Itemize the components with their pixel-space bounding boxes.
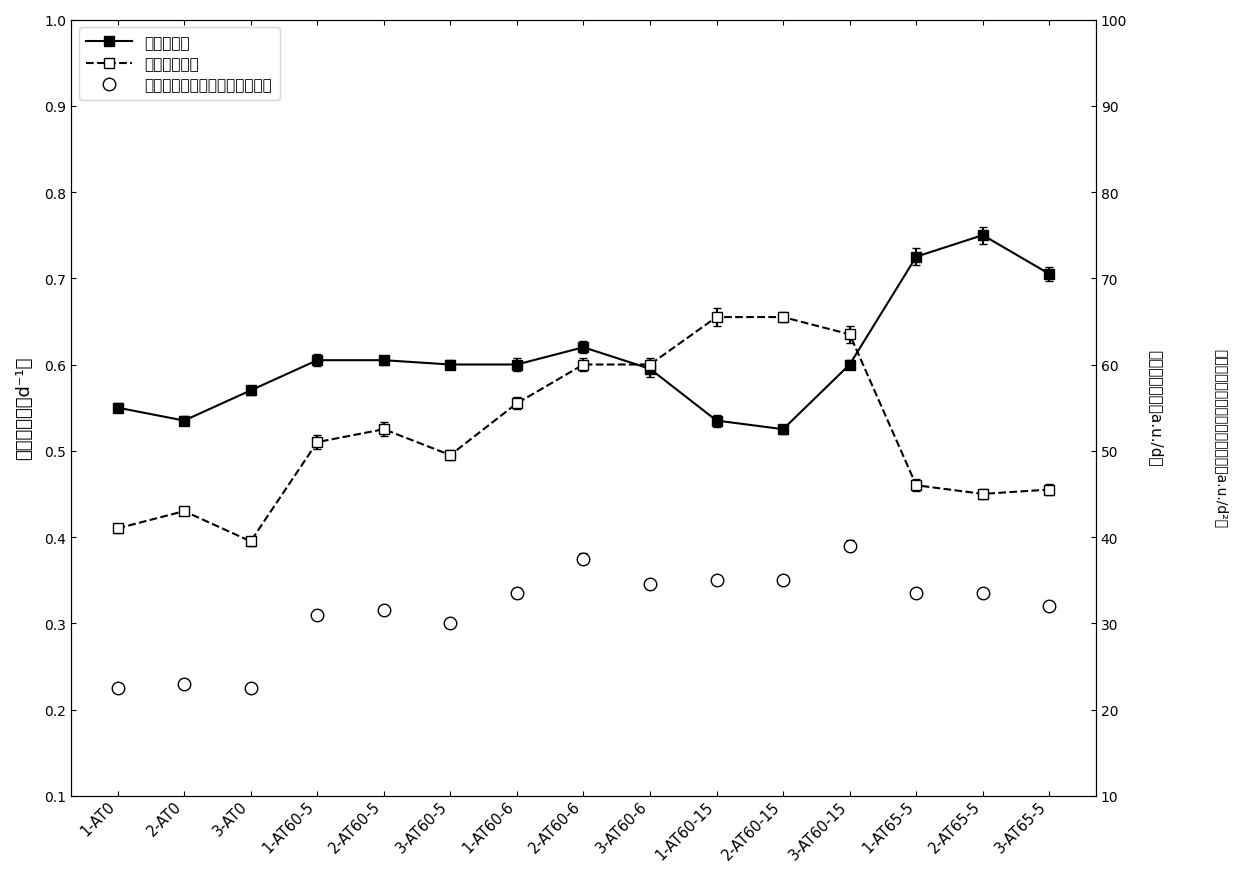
Text: 比生长速率与相对荧光强度乘积（a.u./d²）: 比生长速率与相对荧光强度乘积（a.u./d²）: [1214, 349, 1229, 528]
Y-axis label: 比生长速率（d⁻¹）: 比生长速率（d⁻¹）: [15, 357, 33, 460]
Legend: 比生长速率, 相对荧光强度, 比生长速率与相对荧光强度乘积: 比生长速率, 相对荧光强度, 比生长速率与相对荧光强度乘积: [78, 28, 280, 101]
Y-axis label: 相对荧光强度（a.u./d）: 相对荧光强度（a.u./d）: [1148, 350, 1163, 467]
